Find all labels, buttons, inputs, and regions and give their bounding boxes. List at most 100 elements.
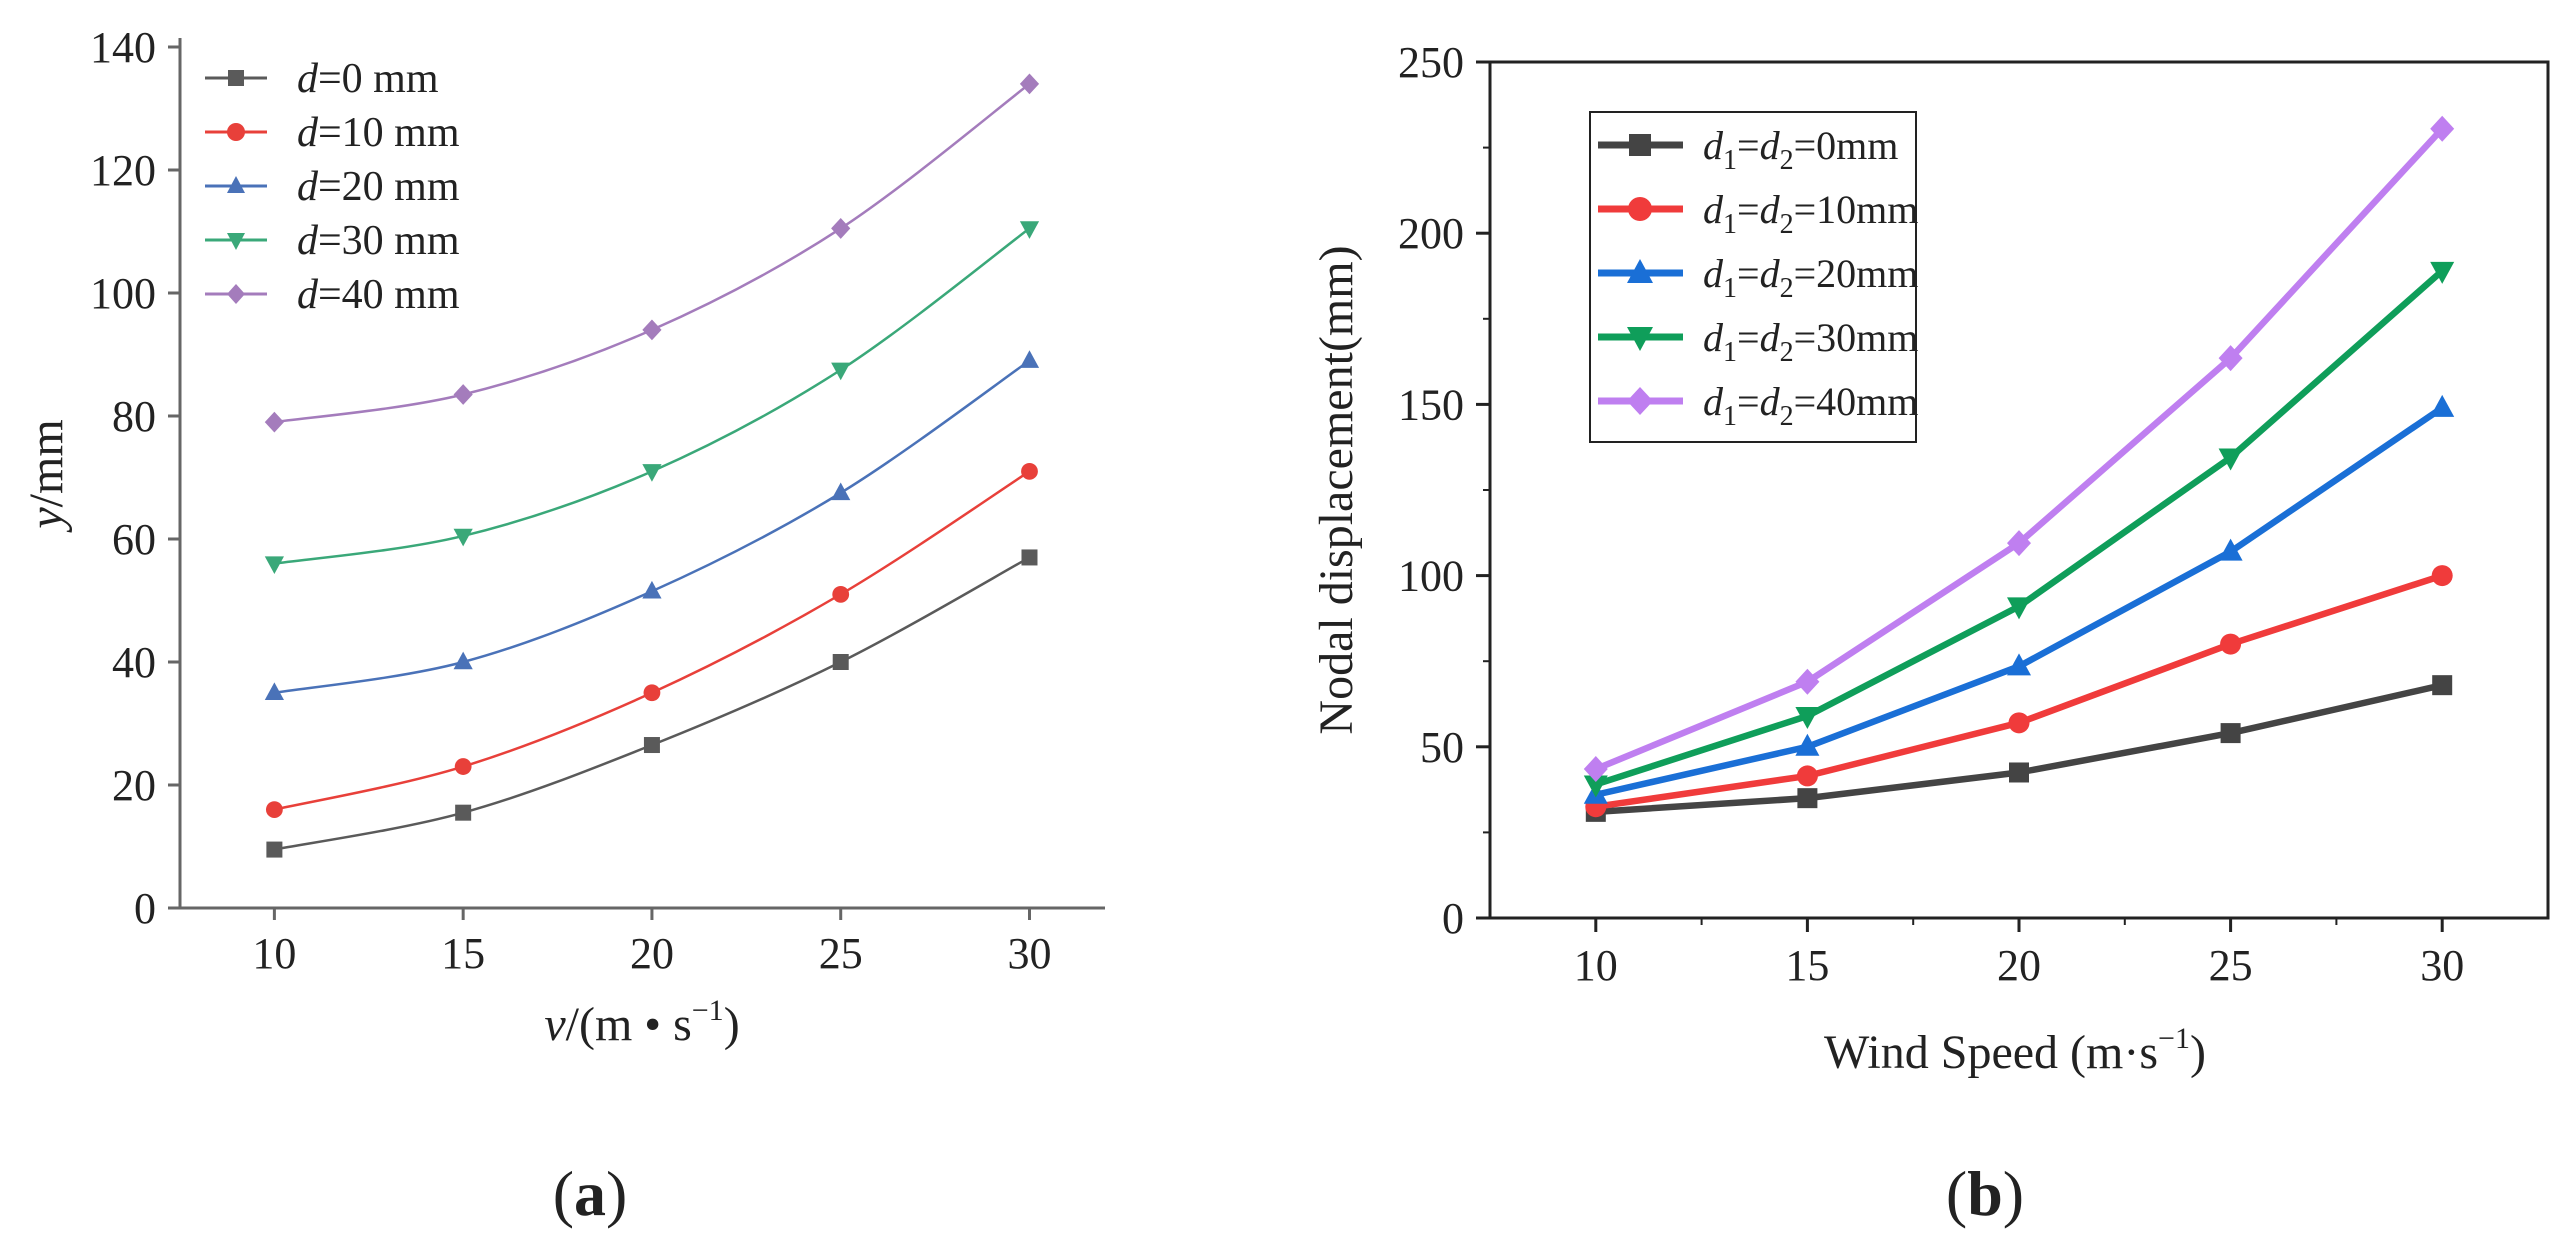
y-tick-label: 80 — [112, 392, 156, 441]
legend-marker — [227, 123, 245, 141]
y-tick-label: 250 — [1398, 38, 1464, 87]
chart-b-legend: d1=d2=0mm d1=d2=10mm d1=d2=20mm d1=d2=30… — [1589, 111, 1918, 443]
legend-marker — [228, 70, 244, 86]
data-point — [2007, 653, 2031, 676]
legend-marker — [1627, 327, 1653, 351]
x-unit: /(m • s — [566, 998, 692, 1051]
legend-text: =10mm — [1794, 187, 1919, 232]
data-point — [2220, 723, 2241, 744]
y-tick-label: 150 — [1398, 380, 1464, 429]
data-point — [831, 218, 851, 239]
x-close: ) — [724, 998, 740, 1051]
legend-marker — [227, 284, 245, 304]
chart-b-legend-item: d1=d2=40mm — [1598, 379, 1918, 432]
data-point — [1583, 756, 1608, 783]
data-point — [832, 585, 850, 603]
legend-symbol: d — [297, 218, 319, 264]
panel-label-a: (a) — [553, 1158, 628, 1229]
data-point — [2220, 633, 2242, 655]
x-tick-label: 20 — [630, 929, 674, 978]
series-line — [274, 470, 1031, 811]
chart-a-y-axis-label: y/mm — [20, 419, 73, 533]
series-line — [274, 359, 1031, 694]
chart-b-x-axis-label: Wind Speed (m·s−1) — [1824, 1022, 2206, 1079]
data-point — [642, 319, 662, 341]
x-tick-label: 25 — [819, 929, 863, 978]
data-point — [453, 528, 473, 547]
chart-a-legend-label: d=40 mm — [297, 272, 460, 318]
chart-b-legend-label: d1=d2=30mm — [1703, 315, 1918, 368]
data-point — [264, 682, 284, 700]
data-point — [1795, 668, 1820, 695]
chart-a-legend-item: d=40 mm — [205, 272, 460, 318]
data-point — [831, 482, 851, 501]
y-tick-label: 120 — [90, 146, 156, 195]
data-point — [2430, 115, 2455, 142]
data-point — [831, 362, 851, 381]
data-point — [1021, 549, 1038, 566]
data-point — [2218, 448, 2243, 471]
legend-text: =0mm — [1794, 123, 1899, 168]
panel-label-b: (b) — [1946, 1158, 2024, 1229]
legend-text: =30mm — [1794, 315, 1919, 360]
data-point — [2007, 597, 2031, 620]
y-symbol: y — [20, 507, 73, 534]
chart-b-legend-label: d1=d2=20mm — [1703, 251, 1918, 304]
x-text: Wind Speed (m·s — [1824, 1026, 2158, 1079]
data-point — [2430, 394, 2455, 417]
y-tick-label: 60 — [112, 515, 156, 564]
data-point — [453, 384, 473, 405]
chart-a-legend: d=0 mm d=10 mm d=20 mm d=30 mm d=40 mm — [205, 56, 460, 318]
chart-b-legend-label: d1=d2=0mm — [1703, 123, 1898, 176]
legend-text: =40mm — [1794, 379, 1919, 424]
data-point — [264, 556, 284, 574]
panel-letter-b: b — [1967, 1158, 2003, 1229]
data-point — [264, 411, 284, 433]
y-unit: /mm — [20, 419, 73, 507]
x-symbol: v — [544, 998, 566, 1051]
data-point — [1021, 462, 1038, 480]
series-line — [1595, 681, 2443, 816]
x-tick-label: 15 — [1785, 941, 1829, 990]
legend-marker — [227, 176, 245, 193]
legend-text: =0 mm — [318, 56, 439, 102]
y-tick-label: 0 — [134, 884, 156, 933]
legend-marker — [1629, 134, 1651, 156]
y-tick-label: 40 — [112, 638, 156, 687]
chart-a-legend-item: d=0 mm — [205, 56, 439, 102]
data-point — [1019, 221, 1040, 239]
data-point — [1019, 350, 1040, 368]
x-exponent: −1 — [692, 994, 724, 1027]
legend-text: =10 mm — [318, 110, 460, 156]
chart-a-legend-label: d=20 mm — [297, 164, 460, 210]
data-point — [1795, 733, 1820, 756]
data-point — [2430, 261, 2455, 284]
data-point — [2431, 565, 2453, 587]
chart-a-x-axis-label: v/(m • s−1) — [544, 994, 739, 1051]
data-point — [832, 654, 849, 670]
chart-b-legend-item: d1=d2=10mm — [1598, 187, 1918, 240]
legend-symbol: d — [297, 56, 319, 102]
legend-marker — [227, 233, 245, 250]
y-tick-label: 200 — [1398, 209, 1464, 258]
data-point — [454, 758, 472, 775]
legend-symbol: d — [297, 272, 319, 318]
data-point — [2432, 675, 2453, 696]
chart-b-legend-label: d1=d2=40mm — [1703, 379, 1918, 432]
chart-a-legend-item: d=10 mm — [205, 110, 460, 156]
chart-a-legend-label: d=10 mm — [297, 110, 460, 156]
data-point — [643, 684, 661, 702]
x-close: ) — [2190, 1026, 2206, 1079]
data-point — [642, 464, 662, 482]
chart-a-legend-item: d=20 mm — [205, 164, 460, 210]
chart-b-y-axis-label: Nodal displacement(mm) — [1310, 245, 1363, 734]
data-point — [1797, 788, 1818, 809]
x-tick-label: 15 — [441, 929, 485, 978]
chart-b-legend-item: d1=d2=20mm — [1598, 251, 1918, 304]
data-point — [266, 841, 283, 858]
x-tick-label: 30 — [2420, 941, 2464, 990]
data-point — [1583, 775, 1608, 798]
y-tick-label: 20 — [112, 761, 156, 810]
